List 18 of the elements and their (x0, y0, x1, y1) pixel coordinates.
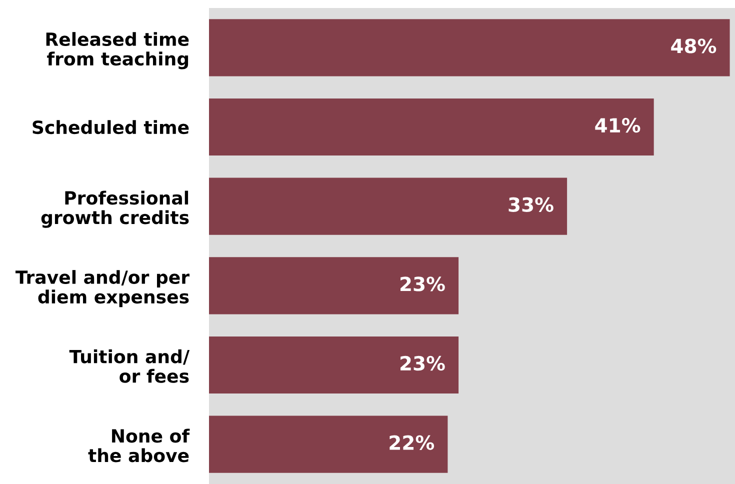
data-label: 23% (400, 356, 445, 371)
y-tick-label: Travel and/or per diem expenses (16, 270, 190, 308)
data-label: 41% (595, 118, 640, 133)
bar (209, 257, 459, 314)
data-label: 23% (400, 276, 445, 292)
bar (209, 178, 568, 235)
data-label: 48% (671, 38, 716, 54)
bar (209, 98, 654, 156)
y-tick-label: Scheduled time (32, 120, 189, 134)
bar (209, 19, 730, 76)
data-label: 33% (508, 197, 554, 212)
y-tick-label: None of the above (88, 428, 190, 462)
data-label: 22% (390, 435, 434, 450)
y-tick-label: Professional growth credits (41, 190, 189, 228)
y-tick-label: Tuition and/ or fees (69, 349, 190, 383)
bar (209, 416, 448, 473)
y-tick-label: Released time from teaching (46, 32, 189, 70)
bar (209, 336, 459, 394)
